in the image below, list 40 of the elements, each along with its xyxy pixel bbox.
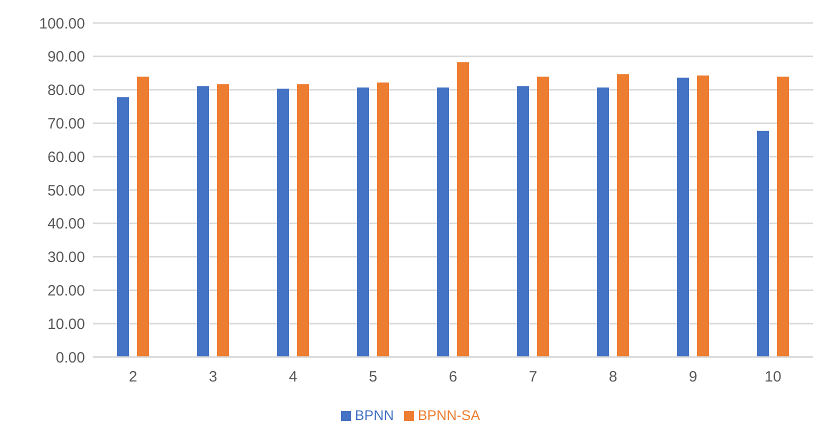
x-tick-label: 3 [208, 368, 218, 386]
bar [437, 87, 449, 357]
x-tick-label: 10 [764, 368, 782, 386]
y-tick-label: 10.00 [47, 316, 85, 333]
x-tick-label: 7 [528, 368, 538, 386]
bar [617, 74, 629, 357]
x-tick-label: 6 [448, 368, 458, 386]
y-tick-label: 100.00 [39, 15, 85, 32]
y-tick-label: 70.00 [47, 116, 85, 133]
y-tick-label: 30.00 [47, 249, 85, 266]
bar [757, 130, 769, 357]
bar [517, 86, 529, 357]
bar [677, 78, 689, 357]
bar [137, 76, 149, 357]
bar [457, 62, 469, 357]
y-tick-label: 0.00 [56, 349, 85, 366]
x-tick-label: 4 [288, 368, 298, 386]
x-tick-label: 2 [128, 368, 138, 386]
bar [537, 76, 549, 357]
y-tick-label: 20.00 [47, 282, 85, 300]
bar [697, 75, 709, 357]
y-tick-label: 50.00 [47, 182, 85, 200]
bar [297, 84, 309, 357]
y-tick-label: 60.00 [47, 148, 85, 166]
legend-label: BPNN [354, 407, 394, 423]
legend-label: BPNN-SA [418, 407, 480, 423]
x-tick-label: 8 [608, 368, 618, 386]
bar [357, 87, 369, 357]
y-tick-label: 90.00 [47, 48, 85, 66]
x-tick-label: 9 [688, 368, 698, 386]
bar [377, 82, 389, 357]
bar [277, 88, 289, 357]
bar [217, 84, 229, 357]
bar [777, 76, 789, 357]
x-tick-label: 5 [368, 368, 378, 386]
bar [117, 97, 129, 357]
y-tick-label: 40.00 [47, 216, 85, 233]
y-tick-label: 80.00 [47, 82, 85, 100]
bar [597, 87, 609, 357]
bar [197, 86, 209, 357]
